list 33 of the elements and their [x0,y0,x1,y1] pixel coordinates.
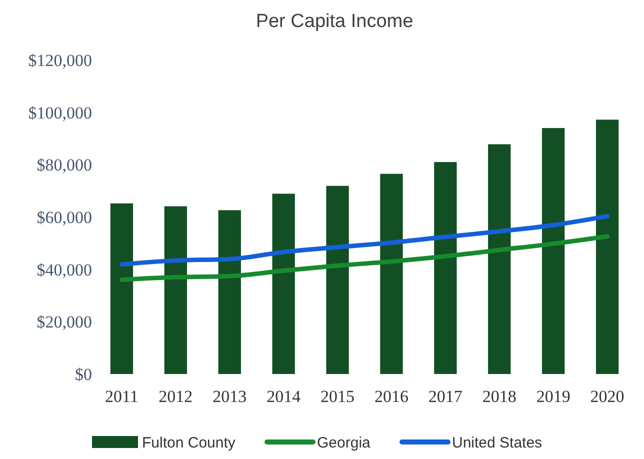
y-tick-label: $100,000 [28,103,92,122]
x-tick-label: 2019 [536,387,570,406]
bar [326,186,349,374]
x-tick-label: 2013 [212,387,247,406]
bar [110,203,134,374]
bar [218,210,241,374]
bar [596,120,619,374]
y-tick-label: $40,000 [36,260,92,280]
bar [488,144,511,374]
legend-label: Fulton County [142,434,236,452]
bar [542,128,565,374]
x-tick-label: 2014 [266,387,302,406]
x-tick-label: 2011 [105,387,138,406]
y-tick-label: $0 [75,364,92,384]
x-tick-label: 2017 [428,387,463,406]
bar [380,174,403,374]
bar [272,194,295,374]
x-tick-label: 2016 [374,387,408,406]
y-tick-label: $20,000 [36,312,92,332]
x-tick-label: 2018 [482,387,516,406]
legend-label: Georgia [317,434,372,452]
y-tick-label: $60,000 [36,208,92,227]
bar [164,206,188,374]
line-series [119,234,610,282]
legend-label: United States [452,434,542,452]
y-tick-label: $120,000 [28,50,92,70]
bar [434,162,457,374]
x-tick-label: 2020 [590,387,624,406]
chart-title: Per Capita Income [256,11,414,32]
x-tick-label: 2015 [320,387,355,406]
x-tick-label: 2012 [158,387,193,406]
line-series [119,214,610,267]
y-tick-label: $80,000 [36,156,92,175]
